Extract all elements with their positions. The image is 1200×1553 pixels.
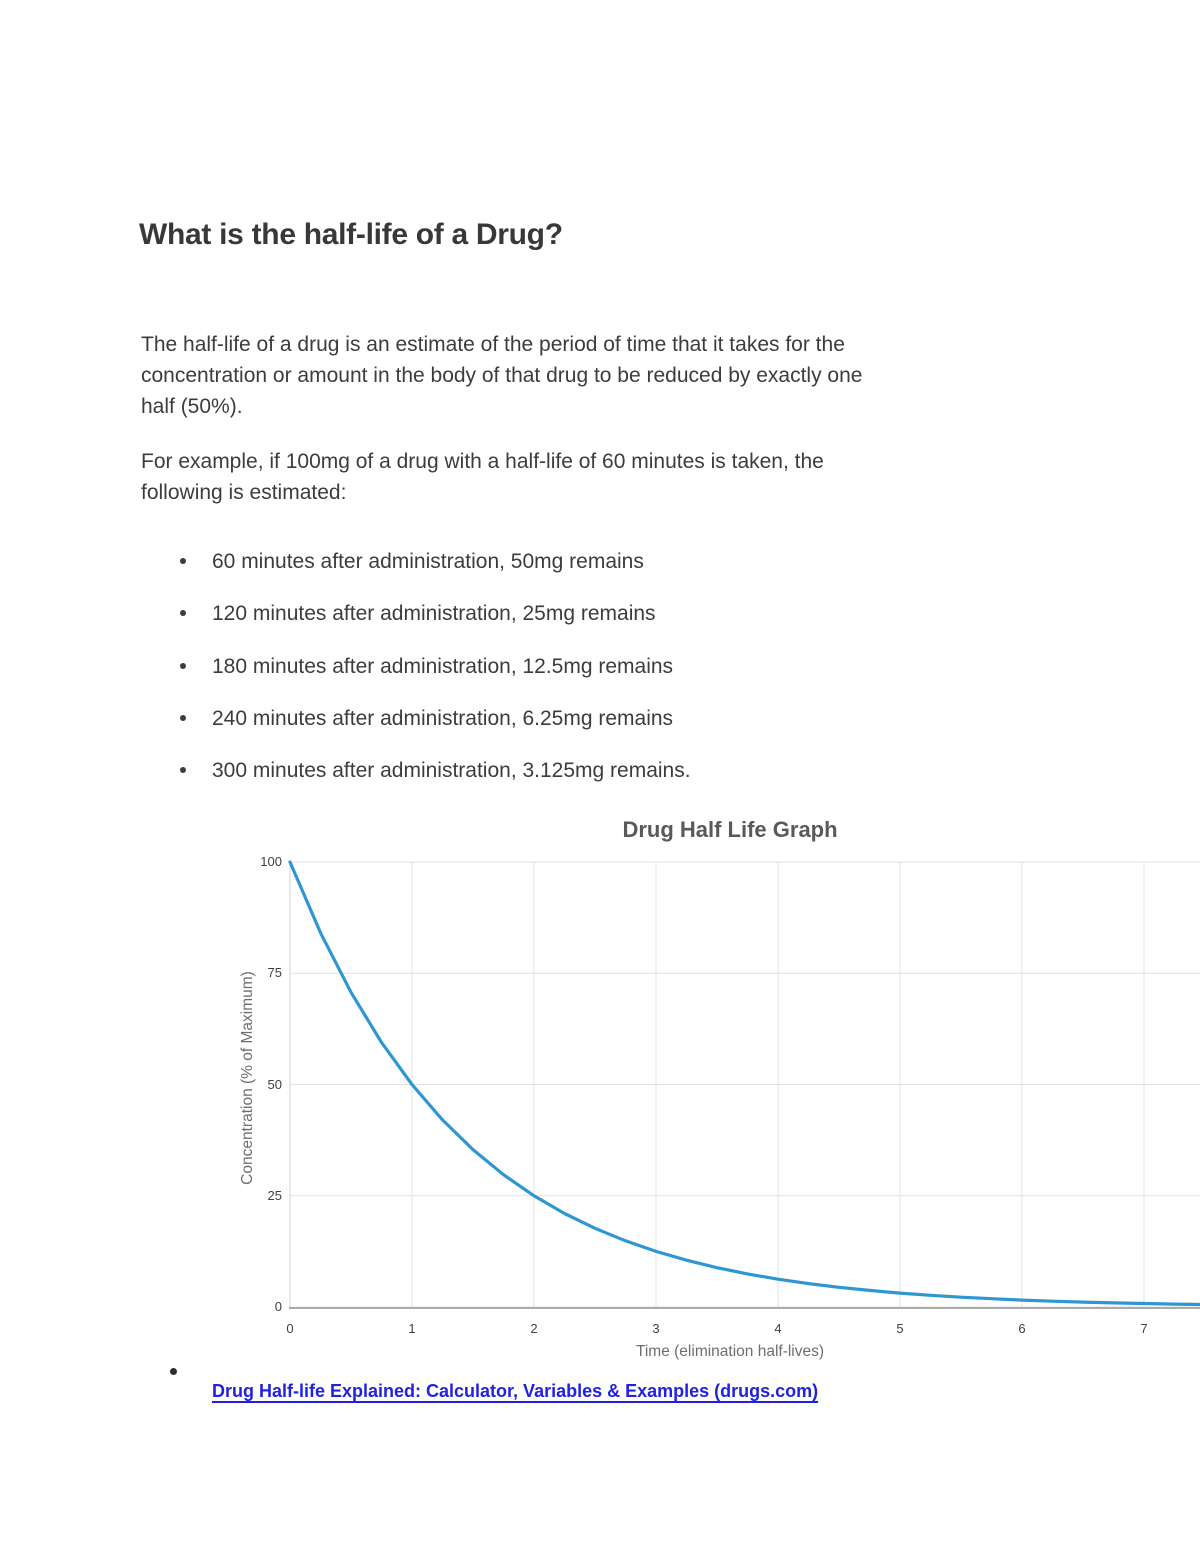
bullet-marker — [180, 610, 186, 617]
paragraph-line: The half-life of a drug is an estimate o… — [141, 333, 845, 356]
list-item: 240 minutes after administration, 6.25mg… — [178, 705, 691, 757]
example-paragraph: For example, if 100mg of a drug with a h… — [141, 446, 824, 508]
chart-title: Drug Half Life Graph — [622, 817, 838, 842]
bullet-marker — [180, 662, 186, 669]
x-tick-label: 3 — [652, 1321, 660, 1336]
bullet-marker — [180, 714, 186, 721]
list-item: 300 minutes after administration, 3.125m… — [178, 757, 691, 809]
x-tick-label: 4 — [774, 1321, 782, 1336]
source-link[interactable]: Drug Half-life Explained: Calculator, Va… — [212, 1381, 819, 1401]
y-tick-label: 100 — [260, 854, 282, 869]
bullet-marker — [170, 1368, 177, 1375]
list-item-text: 180 minutes after administration, 12.5mg… — [212, 654, 674, 678]
x-axis-title: Time (elimination half-lives) — [635, 1343, 825, 1360]
bullet-marker — [180, 558, 186, 564]
x-tick-label: 7 — [1140, 1321, 1148, 1336]
x-tick-label: 5 — [896, 1321, 904, 1336]
x-tick-label: 2 — [530, 1321, 538, 1336]
intro-paragraph: The half-life of a drug is an estimate o… — [141, 329, 862, 422]
drug-half-life-chart: Drug Half Life Graph 0 25 50 75 100 0 1 2 3 4 5 6 7… — [230, 815, 1200, 1375]
half-life-list: 60 minutes after administration, 50mg re… — [178, 548, 691, 809]
paragraph-line: concentration or amount in the body of t… — [141, 364, 863, 387]
concentration-curve — [288, 860, 1200, 1307]
y-axis-title: Concentration (% of Maximum) — [239, 971, 256, 1185]
list-item-text: 240 minutes after administration, 6.25mg… — [212, 706, 674, 730]
list-item: 60 minutes after administration, 50mg re… — [178, 548, 691, 600]
x-tick-label: 6 — [1018, 1321, 1026, 1336]
page-title: What is the half-life of a Drug? — [139, 218, 563, 251]
y-tick-label: 75 — [267, 965, 282, 981]
list-item-text: 60 minutes after administration, 50mg re… — [212, 550, 644, 573]
paragraph-line: following is estimated: — [141, 481, 347, 504]
y-tick-label: 50 — [267, 1076, 282, 1092]
chart-plot-area — [288, 860, 1200, 1309]
x-tick-label: 0 — [286, 1321, 294, 1336]
list-item-text: 300 minutes after administration, 3.125m… — [212, 759, 691, 783]
list-item: 180 minutes after administration, 12.5mg… — [178, 653, 691, 705]
bullet-marker — [180, 767, 186, 774]
list-item-text: 120 minutes after administration, 25mg r… — [212, 602, 656, 626]
list-item: 120 minutes after administration, 25mg r… — [178, 600, 691, 652]
y-tick-label: 0 — [274, 1299, 282, 1314]
y-tick-label: 25 — [267, 1187, 282, 1203]
paragraph-line: half (50%). — [141, 395, 243, 418]
paragraph-line: For example, if 100mg of a drug with a h… — [141, 450, 824, 473]
x-tick-label: 1 — [408, 1321, 416, 1336]
